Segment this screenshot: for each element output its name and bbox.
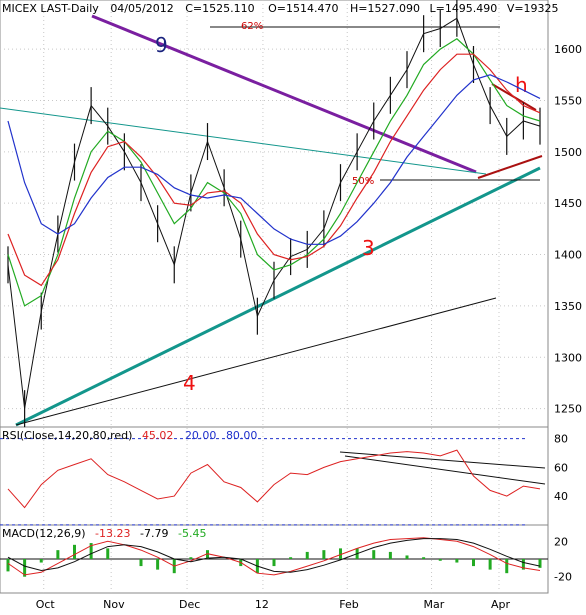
rsi-title: RSI(Close,14,20,80,red) — [2, 429, 132, 442]
symbol-label: MICEX LAST-Daily — [2, 2, 99, 15]
date-label: 04/05/2012 — [110, 2, 173, 15]
rsi-tick-label: 40 — [554, 490, 568, 503]
price-tick-label: 1550 — [554, 94, 582, 107]
price-tick-label: 1450 — [554, 197, 582, 210]
macd-header: MACD(12,26,9) -13.23 -7.79 -5.45 — [2, 527, 206, 540]
gridlines — [0, 0, 548, 593]
time-tick-label: Oct — [36, 598, 56, 611]
time-tick-label: Nov — [103, 598, 125, 611]
price-tick-label: 1500 — [554, 146, 582, 159]
price-tick-label: 1350 — [554, 300, 582, 313]
macd-series-group — [6, 537, 542, 577]
label-h: h — [515, 73, 528, 97]
price-tick-label: 1600 — [554, 43, 582, 56]
ma-slow-line — [7, 74, 541, 245]
ma-mid-line — [7, 53, 541, 287]
rsi-series-group — [7, 449, 541, 509]
macd-hist-value: -5.45 — [178, 527, 206, 540]
trendline-9 — [91, 14, 477, 174]
close-line — [7, 17, 541, 409]
rsi-tick-label: 80 — [554, 433, 568, 446]
macd-title: MACD(12,26,9) — [2, 527, 86, 540]
rsi-trendline-lower — [344, 455, 546, 485]
macd-signal-line — [7, 538, 541, 573]
macd-line — [7, 537, 541, 576]
low-label: L=1495.490 — [429, 2, 497, 15]
high-label: H=1527.090 — [350, 2, 420, 15]
fib-50-label: 50% — [352, 176, 374, 187]
time-tick-label: Apr — [491, 598, 511, 611]
time-tick-label: Mar — [424, 598, 445, 611]
price-series-group — [7, 0, 541, 428]
price-panel — [0, 0, 549, 428]
rsi-panel — [0, 426, 549, 526]
trendline-4 — [15, 297, 497, 426]
label-9: 9 — [155, 33, 168, 57]
price-tick-label: 1400 — [554, 249, 582, 262]
time-tick-label: 12 — [255, 598, 269, 611]
macd-value: -13.23 — [95, 527, 130, 540]
trendline-3 — [15, 166, 541, 427]
price-tick-label: 1300 — [554, 351, 582, 364]
rsi-lower: 20.00 — [185, 429, 217, 442]
close-label: C=1525.110 — [185, 2, 254, 15]
ma-fast-line — [7, 38, 541, 307]
label-4: 4 — [183, 371, 196, 395]
fib-62-label: 62% — [241, 21, 263, 32]
price-tick-label: 1250 — [554, 403, 582, 416]
rsi-line — [7, 449, 541, 509]
time-tick-label: Dec — [179, 598, 200, 611]
price-header: MICEX LAST-Daily 04/05/2012 C=1525.110 O… — [2, 2, 559, 15]
macd-signal-value: -7.79 — [140, 527, 168, 540]
time-tick-label: Feb — [339, 598, 358, 611]
rsi-upper: 80.00 — [226, 429, 258, 442]
rsi-trendline-upper — [339, 451, 546, 469]
volume-label: V=19325 — [507, 2, 559, 15]
trendline-upper-channel — [0, 107, 487, 175]
rsi-header: RSI(Close,14,20,80,red) 45.02 20.00 80.0… — [2, 429, 257, 442]
rsi-tick-label: 60 — [554, 461, 568, 474]
rsi-value: 45.02 — [142, 429, 174, 442]
axis-labels: 1600 1550 1500 1450 1400 1350 1300 1250 Oct Nov De… — [36, 43, 582, 611]
label-3: 3 — [362, 236, 375, 260]
h-lower-line — [477, 155, 543, 179]
open-label: O=1514.470 — [268, 2, 338, 15]
macd-tick-label: -20 — [554, 571, 572, 584]
macd-tick-label: 20 — [554, 535, 568, 548]
